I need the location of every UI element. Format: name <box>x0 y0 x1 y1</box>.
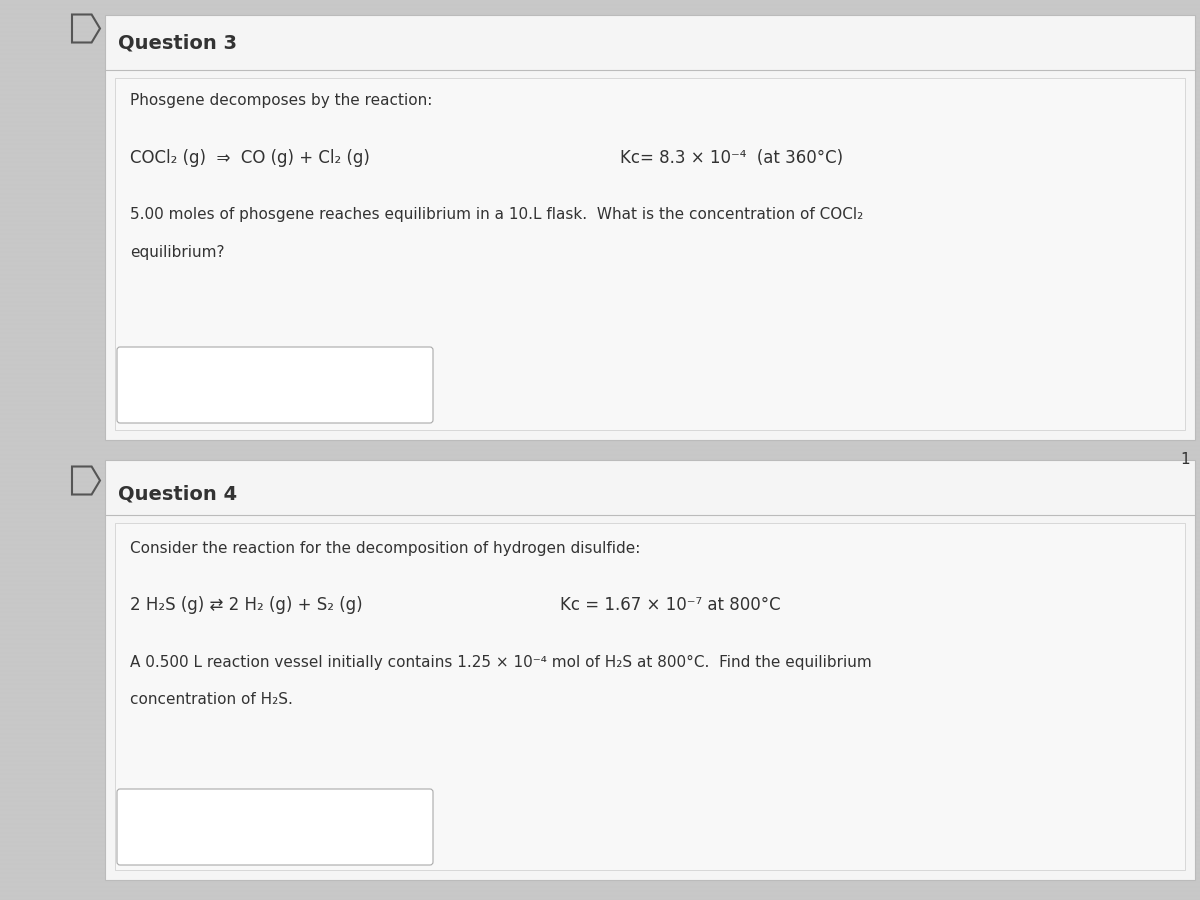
FancyBboxPatch shape <box>106 15 1195 440</box>
Text: Consider the reaction for the decomposition of hydrogen disulfide:: Consider the reaction for the decomposit… <box>130 541 641 555</box>
Text: 2 H₂S (g) ⇄ 2 H₂ (g) + S₂ (g): 2 H₂S (g) ⇄ 2 H₂ (g) + S₂ (g) <box>130 596 362 614</box>
Text: Question 4: Question 4 <box>118 485 238 504</box>
Text: A 0.500 L reaction vessel initially contains 1.25 × 10⁻⁴ mol of H₂S at 800°C.  F: A 0.500 L reaction vessel initially cont… <box>130 654 871 670</box>
Text: Question 3: Question 3 <box>118 33 238 52</box>
FancyBboxPatch shape <box>115 78 1186 430</box>
Text: 1: 1 <box>1181 453 1190 467</box>
Text: COCl₂ (g)  ⇒  CO (g) + Cl₂ (g): COCl₂ (g) ⇒ CO (g) + Cl₂ (g) <box>130 149 370 167</box>
Text: equilibrium?: equilibrium? <box>130 245 224 259</box>
FancyBboxPatch shape <box>118 789 433 865</box>
Text: concentration of H₂S.: concentration of H₂S. <box>130 692 293 707</box>
Text: Kc = 1.67 × 10⁻⁷ at 800°C: Kc = 1.67 × 10⁻⁷ at 800°C <box>560 596 781 614</box>
FancyBboxPatch shape <box>118 347 433 423</box>
FancyBboxPatch shape <box>115 523 1186 870</box>
Text: Kc= 8.3 × 10⁻⁴  (at 360°C): Kc= 8.3 × 10⁻⁴ (at 360°C) <box>620 149 844 167</box>
FancyBboxPatch shape <box>106 460 1195 880</box>
Text: Phosgene decomposes by the reaction:: Phosgene decomposes by the reaction: <box>130 93 432 107</box>
Text: 5.00 moles of phosgene reaches equilibrium in a 10.L flask.  What is the concent: 5.00 moles of phosgene reaches equilibri… <box>130 208 863 222</box>
